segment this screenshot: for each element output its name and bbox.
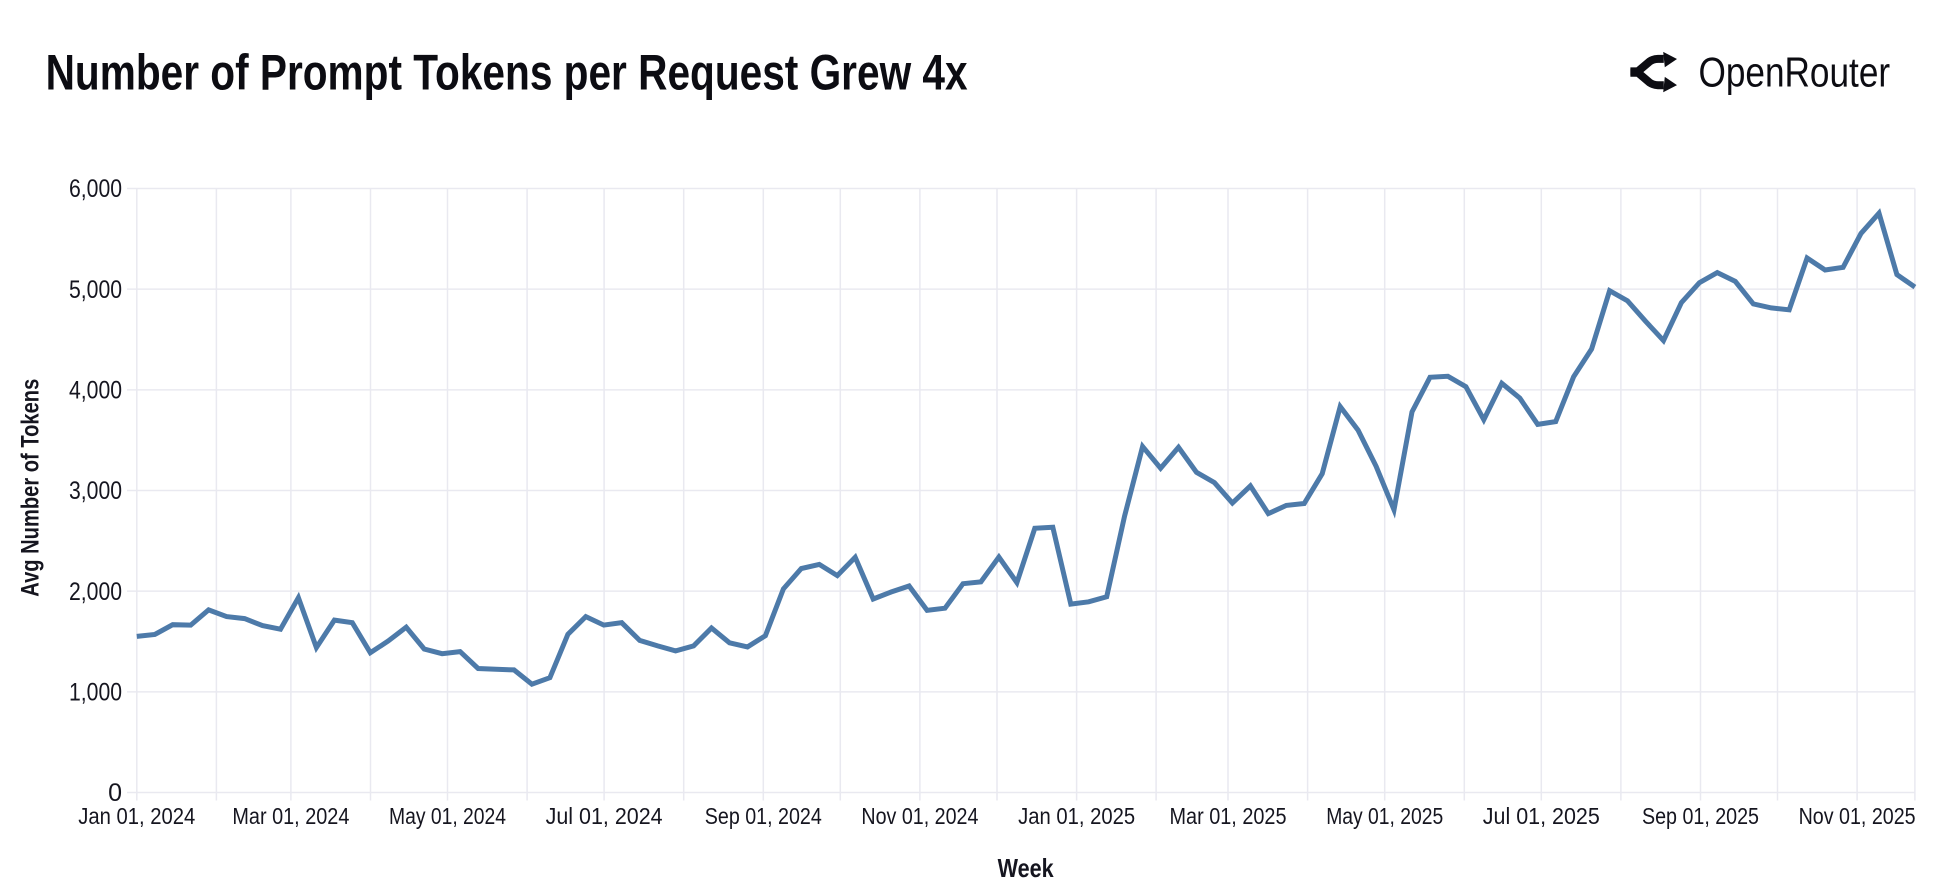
svg-text:Sep 01, 2025: Sep 01, 2025 (1642, 803, 1759, 829)
svg-text:Nov 01, 2025: Nov 01, 2025 (1799, 803, 1916, 829)
svg-text:Jul 01, 2025: Jul 01, 2025 (1483, 803, 1600, 829)
svg-text:5,000: 5,000 (69, 276, 122, 304)
svg-text:Mar 01, 2025: Mar 01, 2025 (1170, 803, 1287, 829)
svg-text:4,000: 4,000 (69, 377, 122, 405)
svg-text:Sep 01, 2024: Sep 01, 2024 (705, 803, 822, 829)
svg-text:Mar 01, 2024: Mar 01, 2024 (232, 803, 349, 829)
svg-text:2,000: 2,000 (69, 578, 122, 606)
svg-text:Jul 01, 2024: Jul 01, 2024 (546, 803, 663, 829)
svg-text:Jan 01, 2025: Jan 01, 2025 (1018, 803, 1135, 829)
svg-text:3,000: 3,000 (69, 477, 122, 505)
svg-text:0: 0 (108, 779, 122, 807)
svg-text:Week: Week (998, 853, 1054, 883)
svg-text:Number of Prompt Tokens per Re: Number of Prompt Tokens per Request Grew… (46, 44, 968, 100)
svg-text:May 01, 2024: May 01, 2024 (389, 803, 506, 829)
svg-text:6,000: 6,000 (69, 175, 122, 203)
svg-text:OpenRouter: OpenRouter (1699, 49, 1891, 96)
svg-text:1,000: 1,000 (69, 679, 122, 707)
svg-text:Jan 01, 2024: Jan 01, 2024 (78, 803, 195, 829)
svg-text:Avg Number of Tokens: Avg Number of Tokens (17, 379, 45, 597)
svg-text:Nov 01, 2024: Nov 01, 2024 (861, 803, 978, 829)
svg-text:May 01, 2025: May 01, 2025 (1326, 803, 1443, 829)
